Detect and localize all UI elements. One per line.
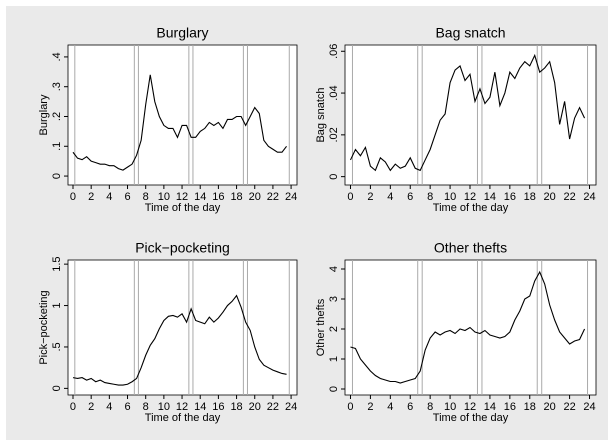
y-tick-label: 0 (328, 174, 340, 180)
x-tick-label: 16 (212, 191, 224, 203)
x-tick-label: 18 (524, 191, 536, 203)
x-tick-label: 2 (367, 401, 373, 413)
x-tick-label: 16 (504, 191, 516, 203)
x-tick-label: 6 (407, 401, 413, 413)
x-tick-label: 6 (124, 401, 130, 413)
x-tick-label: 10 (444, 191, 456, 203)
x-tick-label: 10 (158, 401, 170, 413)
y-tick-label: 1 (328, 356, 340, 362)
x-tick-label: 2 (367, 191, 373, 203)
x-tick-label: 20 (249, 191, 261, 203)
y-tick-label: 0 (328, 386, 340, 392)
x-tick-label: 8 (427, 191, 433, 203)
x-tick-label: 16 (504, 401, 516, 413)
x-tick-label: 8 (143, 401, 149, 413)
y-tick-label: 0 (51, 385, 63, 391)
y-tick-label: .4 (51, 52, 63, 61)
x-tick-label: 22 (563, 191, 575, 203)
y-tick-label: 0 (51, 173, 63, 179)
x-tick-label: 4 (387, 191, 393, 203)
panel-title: Pick−pocketing (135, 240, 230, 256)
y-tick-label: .1 (51, 142, 63, 151)
y-tick-label: 1.5 (51, 256, 63, 271)
x-tick-label: 0 (70, 191, 76, 203)
x-tick-label: 2 (88, 191, 94, 203)
y-axis-title: Burglary (38, 94, 50, 135)
x-tick-label: 0 (347, 191, 353, 203)
x-tick-label: 0 (347, 401, 353, 413)
y-tick-label: .04 (328, 85, 340, 100)
x-tick-label: 12 (464, 191, 476, 203)
y-axis-title: Pick−pocketing (38, 290, 50, 364)
y-tick-label: 2 (328, 326, 340, 332)
x-tick-label: 24 (583, 401, 595, 413)
x-tick-label: 6 (407, 191, 413, 203)
x-tick-label: 4 (106, 191, 112, 203)
y-tick-label: .5 (51, 342, 63, 351)
x-tick-label: 18 (524, 401, 536, 413)
x-axis-title: Time of the day (433, 412, 509, 424)
x-tick-label: 12 (176, 191, 188, 203)
series-line (350, 270, 586, 384)
x-tick-label: 14 (194, 191, 206, 203)
x-tick-label: 22 (563, 401, 575, 413)
x-tick-label: 10 (158, 191, 170, 203)
y-tick-label: 1 (51, 302, 63, 308)
y-tick-label: .3 (51, 82, 63, 91)
x-tick-label: 22 (267, 191, 279, 203)
x-tick-label: 24 (285, 191, 297, 203)
x-tick-label: 8 (143, 191, 149, 203)
x-tick-label: 20 (544, 401, 556, 413)
x-tick-label: 22 (267, 401, 279, 413)
y-tick-label: 4 (328, 266, 340, 272)
series-line (72, 294, 287, 386)
x-tick-label: 14 (194, 401, 206, 413)
x-tick-label: 20 (544, 191, 556, 203)
x-tick-label: 24 (285, 401, 297, 413)
y-axis-title: Bag snatch (315, 87, 327, 142)
series-line (349, 53, 586, 172)
x-tick-label: 14 (484, 191, 496, 203)
series-line (72, 74, 287, 171)
x-tick-label: 14 (484, 401, 496, 413)
x-tick-label: 4 (387, 401, 393, 413)
x-tick-label: 18 (230, 191, 242, 203)
x-tick-label: 0 (70, 401, 76, 413)
x-tick-label: 2 (88, 401, 94, 413)
x-tick-label: 4 (106, 401, 112, 413)
x-tick-label: 12 (176, 401, 188, 413)
y-axis-title: Other thefts (315, 298, 327, 356)
x-tick-label: 18 (230, 401, 242, 413)
y-tick-label: .02 (328, 127, 340, 142)
x-axis-title: Time of the day (145, 412, 221, 424)
plot-area (67, 259, 298, 396)
x-tick-label: 10 (444, 401, 456, 413)
panel-title: Burglary (156, 25, 208, 41)
x-tick-label: 12 (464, 401, 476, 413)
y-tick-label: .06 (328, 44, 340, 59)
plot-area (67, 44, 298, 186)
x-tick-label: 16 (212, 401, 224, 413)
plot-area (344, 44, 597, 186)
x-tick-label: 20 (249, 401, 261, 413)
x-tick-label: 24 (583, 191, 595, 203)
panel-title: Bag snatch (435, 25, 505, 41)
panel-title: Other thefts (434, 240, 507, 256)
x-axis-title: Time of the day (433, 202, 509, 214)
y-tick-label: 3 (328, 296, 340, 302)
x-tick-label: 8 (427, 401, 433, 413)
x-tick-label: 6 (124, 191, 130, 203)
x-axis-title: Time of the day (145, 202, 221, 214)
y-tick-label: .2 (51, 112, 63, 121)
